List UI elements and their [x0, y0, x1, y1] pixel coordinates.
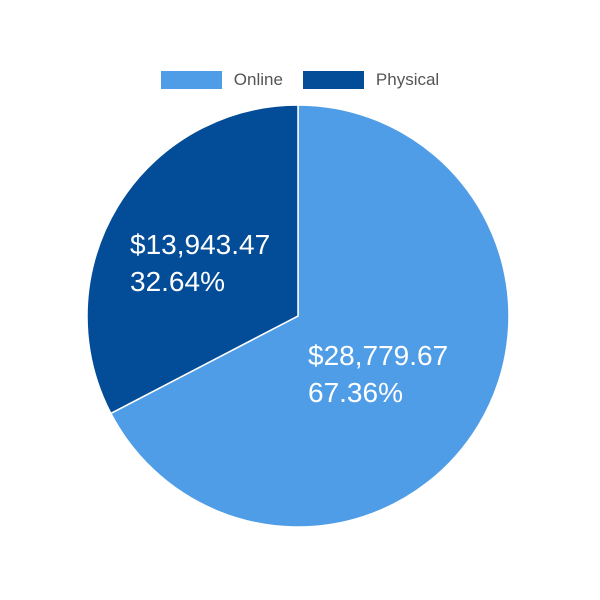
slice-percent-online: 67.36% — [308, 377, 403, 408]
slice-value-physical: $13,943.47 — [130, 229, 271, 260]
pie-slice-physical[interactable] — [86, 104, 299, 415]
slice-percent-physical: 32.64% — [130, 266, 225, 297]
legend-label-physical: Physical — [375, 70, 440, 89]
legend-swatch-online — [160, 71, 222, 89]
legend-label-online: Online — [233, 70, 283, 89]
legend-swatch-physical — [302, 71, 364, 89]
slice-value-online: $28,779.67 — [308, 340, 449, 371]
legend: Online Physical — [0, 70, 600, 90]
slice-label-physical: $13,943.47 32.64% — [130, 226, 270, 300]
legend-item-physical[interactable]: Physical — [302, 70, 440, 90]
slice-label-online: $28,779.67 67.36% — [308, 337, 448, 411]
legend-item-online[interactable]: Online — [160, 70, 283, 90]
pie-slice-online[interactable] — [109, 104, 510, 528]
